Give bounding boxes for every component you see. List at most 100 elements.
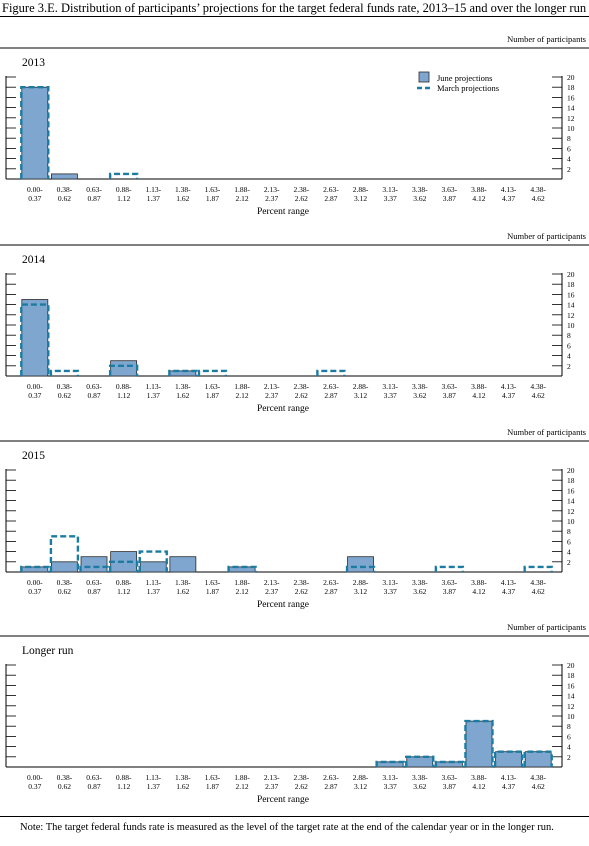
march-outline <box>138 550 168 572</box>
x-tick-label: 1.88-2.12 <box>234 578 250 596</box>
y-tick-label: 16 <box>567 681 575 690</box>
y-tick-label: 2 <box>567 362 571 371</box>
chart-panel-2013: Number of participants 2013 2 4 6 8 10 12 14 16 18… <box>0 32 589 222</box>
x-tick-label: 2.38-2.62 <box>293 382 309 400</box>
x-tick-label: 0.88-1.12 <box>116 185 132 203</box>
x-tick-label: 4.38-4.62 <box>530 578 546 596</box>
x-tick-label: 0.38-0.62 <box>57 578 73 596</box>
june-bar <box>21 86 49 180</box>
x-tick-label: 2.13-2.37 <box>264 185 280 203</box>
x-tick-label: 4.13-4.37 <box>501 578 517 596</box>
y-tick-label: 10 <box>567 517 575 526</box>
x-tick-label: 0.63-0.87 <box>86 382 102 400</box>
y-axis-label: Number of participants <box>507 622 586 632</box>
x-tick-label: 0.00-0.37 <box>27 773 43 791</box>
x-tick-label: 2.38-2.62 <box>293 773 309 791</box>
march-outline <box>108 560 139 572</box>
y-tick-label: 10 <box>567 321 575 330</box>
x-tick-label: 2.63-2.87 <box>323 773 339 791</box>
y-tick-label: 4 <box>567 352 571 361</box>
x-tick-label: 2.63-2.87 <box>323 185 339 203</box>
march-outline <box>49 535 80 572</box>
y-tick-label: 14 <box>567 692 575 701</box>
x-tick-label: 3.38-3.62 <box>412 578 428 596</box>
june-bar <box>51 173 78 180</box>
title-rule <box>0 16 589 17</box>
y-tick-label: 8 <box>567 331 571 340</box>
x-tick-label: 3.13-3.37 <box>382 773 398 791</box>
y-axis-label: Number of participants <box>507 231 586 241</box>
y-tick-label: 6 <box>567 732 571 741</box>
note-text: Note: The target federal funds rate is m… <box>20 822 554 833</box>
march-outline <box>108 364 139 376</box>
x-tick-label: 0.00-0.37 <box>27 185 43 203</box>
x-tick-label: 3.38-3.62 <box>412 185 428 203</box>
march-outline <box>197 369 228 376</box>
x-tick-label: 0.88-1.12 <box>116 382 132 400</box>
x-tick-label: 1.38-1.62 <box>175 382 191 400</box>
y-tick-label: 16 <box>567 290 575 299</box>
june-bar <box>169 556 197 573</box>
x-tick-label: 0.88-1.12 <box>116 773 132 791</box>
x-tick-label: 3.13-3.37 <box>382 578 398 596</box>
x-tick-label: 2.38-2.62 <box>293 578 309 596</box>
y-tick-label: 2 <box>567 165 571 174</box>
x-tick-label: 0.38-0.62 <box>57 773 73 791</box>
y-tick-label: 6 <box>567 537 571 546</box>
y-tick-label: 12 <box>567 507 575 516</box>
x-tick-label: 2.63-2.87 <box>323 382 339 400</box>
bar-chart-svg: Number of participants Longer run 24 681012… <box>0 622 589 805</box>
panel-title-2014: 2014 <box>22 254 45 266</box>
march-outline <box>20 86 50 179</box>
panel-title-longer-run: Longer run <box>22 645 74 657</box>
x-tick-label: 3.63-3.87 <box>442 773 458 791</box>
y-axis-label: Number of participants <box>507 34 586 44</box>
x-tick-label: 2.13-2.37 <box>264 382 280 400</box>
x-tick-label: 1.63-1.87 <box>205 773 221 791</box>
march-outline <box>464 719 494 767</box>
march-outline <box>375 760 405 767</box>
march-outline <box>168 369 198 376</box>
panel-title-2013: 2013 <box>22 57 45 69</box>
y-tick-label: 4 <box>567 548 571 557</box>
x-tick-label: 3.63-3.87 <box>442 382 458 400</box>
chart-panel-longer-run: Number of participants Longer run 2 4 6 8 10 12… <box>0 620 589 810</box>
x-axis-label: Percent range <box>257 404 309 414</box>
x-tick-label: 2.13-2.37 <box>264 773 280 791</box>
june-bar <box>495 751 522 768</box>
march-outline <box>20 303 50 376</box>
x-tick-label: 4.13-4.37 <box>501 382 517 400</box>
y-tick-label: 18 <box>567 280 575 289</box>
x-tick-label: 4.13-4.37 <box>501 185 517 203</box>
x-tick-label: 0.63-0.87 <box>86 185 102 203</box>
june-bar <box>110 360 138 377</box>
x-tick-label: 3.38-3.62 <box>412 382 428 400</box>
x-tick-label: 0.63-0.87 <box>86 773 102 791</box>
y-tick-label: 10 <box>567 124 575 133</box>
y-tick-label: 8 <box>567 722 571 731</box>
y-axis-label: Number of participants <box>507 427 586 437</box>
x-tick-label: 2.88-3.12 <box>353 382 369 400</box>
figure-title: Figure 3.E. Distribution of participants… <box>2 1 587 15</box>
x-tick-label: 4.38-4.62 <box>530 185 546 203</box>
x-tick-label: 3.13-3.37 <box>382 382 398 400</box>
y-tick-label: 20 <box>567 661 575 670</box>
x-tick-label: 4.38-4.62 <box>530 382 546 400</box>
june-bar <box>465 720 493 768</box>
x-tick-label: 2.63-2.87 <box>323 578 339 596</box>
x-tick-label: 1.13-1.37 <box>145 773 161 791</box>
y-tick-label: 8 <box>567 527 571 536</box>
march-outline <box>20 565 50 572</box>
x-tick-label: 0.88-1.12 <box>116 578 132 596</box>
june-bar <box>406 756 434 768</box>
y-tick-label: 16 <box>567 486 575 495</box>
june-bar <box>51 561 78 573</box>
march-outline <box>108 172 139 179</box>
march-outline <box>316 369 346 376</box>
march-outline <box>523 750 553 767</box>
legend-march-label: March projections <box>437 83 499 93</box>
panel-title-2015: 2015 <box>22 450 45 462</box>
june-bar <box>347 556 374 573</box>
